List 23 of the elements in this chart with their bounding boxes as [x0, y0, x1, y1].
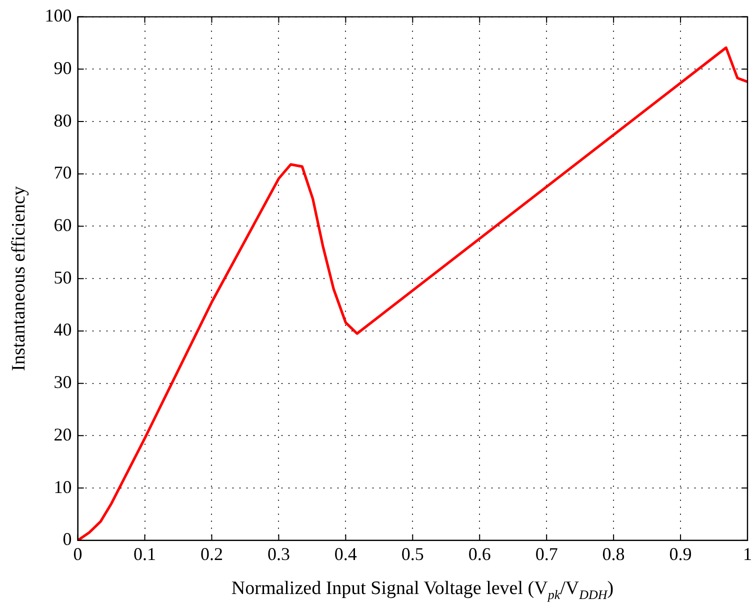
x-tick-label: 0.1	[134, 544, 156, 564]
y-axis-title: Instantaneous efficiency	[8, 186, 30, 372]
y-tick-label: 60	[54, 214, 72, 235]
y-tick-label: 40	[54, 320, 72, 340]
x-tick-label: 1	[743, 544, 752, 564]
x-tick-label: 0.8	[602, 544, 625, 564]
x-tick-label: 0.9	[669, 544, 692, 564]
y-tick-label: 70	[54, 162, 72, 183]
y-tick-label: 30	[54, 372, 72, 392]
y-tick-label: 10	[54, 476, 72, 497]
y-tick-label: 20	[54, 424, 72, 444]
y-tick-label: 0	[62, 529, 72, 550]
y-tick-label: 90	[54, 58, 72, 78]
x-tick-label: 0.2	[200, 544, 223, 564]
x-tick-label: 0.5	[401, 544, 424, 564]
y-tick-label: 100	[44, 6, 72, 26]
x-axis-title: Normalized Input Signal Voltage level (V$_{pk}$/V$_{DDH}$)	[230, 578, 615, 603]
x-tick-label: 0.4	[334, 544, 357, 564]
x-tick-label: 0.3	[267, 544, 290, 564]
x-tick-label: 0.7	[535, 544, 558, 564]
y-tick-label: 80	[54, 110, 72, 130]
x-tick-label: 0.6	[468, 544, 491, 564]
y-tick-label: 50	[54, 267, 72, 288]
